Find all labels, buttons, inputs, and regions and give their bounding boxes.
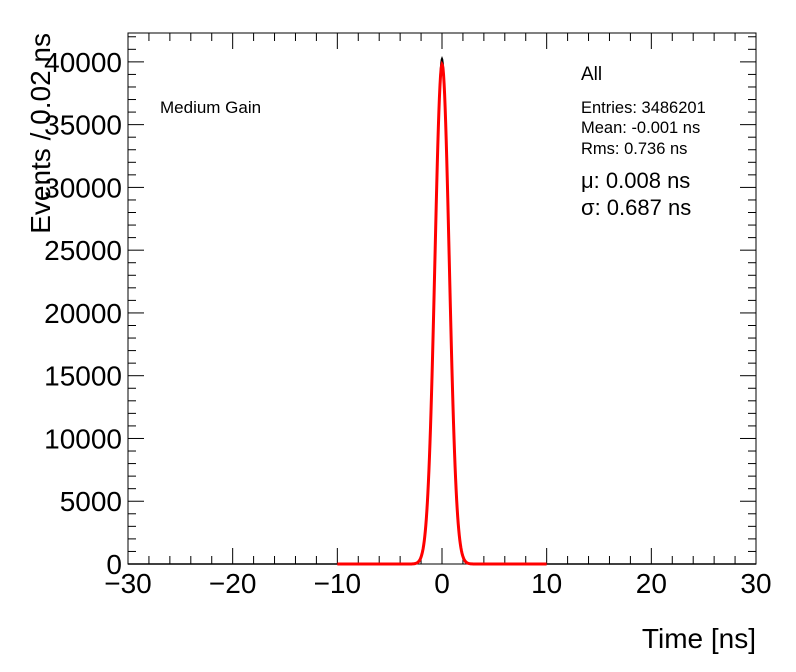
y-tick-label: 35000 bbox=[44, 110, 122, 141]
stats-sigma: σ: 0.687 ns bbox=[581, 195, 691, 220]
gaussian-fit-curve bbox=[337, 60, 547, 566]
minor-ticks bbox=[128, 33, 756, 564]
y-tick-label: 5000 bbox=[60, 486, 122, 517]
y-tick-label: 15000 bbox=[44, 361, 122, 392]
stats-title: All bbox=[581, 64, 602, 85]
stats-rms: Rms: 0.736 ns bbox=[581, 140, 687, 158]
stats-mean: Mean: -0.001 ns bbox=[581, 119, 700, 137]
stats-box: All Entries: 3486201 Mean: -0.001 ns Rms… bbox=[581, 64, 706, 220]
x-tick-label: 10 bbox=[531, 568, 562, 599]
y-axis: 0 5000 10000 15000 20000 25000 30000 35000 40000 bbox=[44, 47, 756, 580]
x-tick-label: −20 bbox=[209, 568, 257, 599]
stats-mu: μ: 0.008 ns bbox=[581, 168, 690, 193]
y-axis-title: Events / 0.02 ns bbox=[25, 33, 56, 234]
stats-entries: Entries: 3486201 bbox=[581, 99, 706, 117]
x-tick-label: −10 bbox=[314, 568, 362, 599]
y-tick-label: 40000 bbox=[44, 47, 122, 78]
x-axis: −30 −20 −10 0 10 20 30 bbox=[104, 33, 772, 599]
y-tick-label: 30000 bbox=[44, 172, 122, 203]
histogram-series bbox=[128, 56, 756, 565]
y-tick-label: 25000 bbox=[44, 235, 122, 266]
x-tick-label: −30 bbox=[104, 568, 152, 599]
annotation-label: Medium Gain bbox=[160, 98, 261, 117]
x-axis-title: Time [ns] bbox=[642, 623, 756, 654]
y-tick-label: 10000 bbox=[44, 423, 122, 454]
x-tick-label: 20 bbox=[636, 568, 667, 599]
x-tick-label: 0 bbox=[434, 568, 450, 599]
x-tick-label: 30 bbox=[740, 568, 771, 599]
y-tick-label: 0 bbox=[106, 549, 122, 580]
y-tick-label: 20000 bbox=[44, 298, 122, 329]
